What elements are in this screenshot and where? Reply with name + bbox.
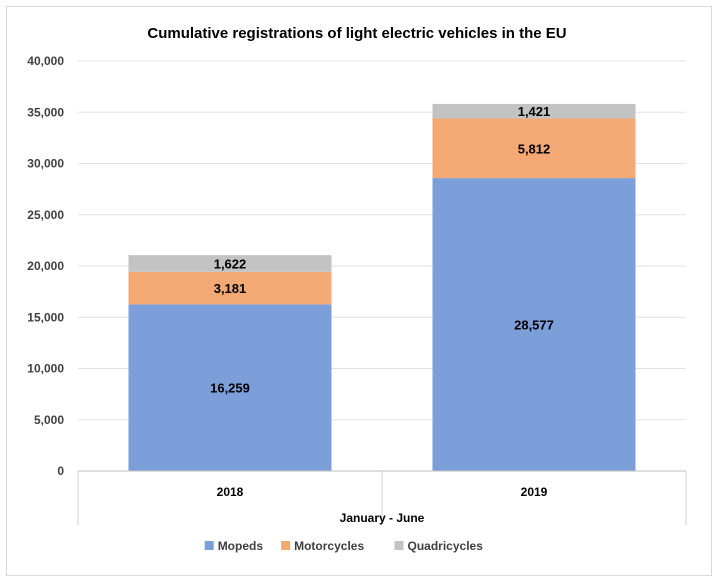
bar-segment-quadricycles	[128, 255, 332, 272]
bar-segment-motorcycles	[128, 271, 332, 305]
bar-segment-quadricycles	[432, 103, 636, 119]
y-tick-label: 35,000	[27, 105, 64, 119]
data-labels: 16,259 3,181 1,622 28,577 5,812 1,421	[210, 104, 554, 395]
y-tick-label: 10,000	[27, 362, 64, 376]
data-label: 1,421	[518, 104, 551, 119]
data-label: 5,812	[518, 141, 551, 156]
legend: Mopeds Motorcycles Quadricycles	[204, 539, 484, 553]
bar-segment-motorcycles	[432, 118, 636, 179]
bars	[128, 103, 636, 471]
data-label: 28,577	[514, 318, 554, 333]
legend-label: Quadricycles	[408, 539, 484, 553]
chart-title: Cumulative registrations of light electr…	[147, 25, 566, 42]
legend-swatch	[281, 541, 291, 550]
legend-label: Motorcycles	[294, 539, 364, 553]
data-label: 3,181	[214, 281, 247, 296]
data-label: 16,259	[210, 381, 250, 396]
x-tick-label: 2018	[217, 485, 244, 499]
legend-label: Mopeds	[218, 539, 264, 553]
x-tick-label: 2019	[521, 485, 548, 499]
y-tick-label: 0	[57, 464, 64, 478]
bar-segment-mopeds	[128, 304, 332, 471]
y-tick-label: 20,000	[27, 259, 64, 273]
x-axis-label: January - June	[340, 511, 425, 525]
y-tick-label: 40,000	[27, 54, 64, 68]
data-label: 1,622	[214, 256, 247, 271]
y-tick-label: 15,000	[27, 310, 64, 324]
legend-swatch	[394, 541, 404, 550]
legend-swatch	[204, 541, 214, 550]
y-tick-label: 5,000	[34, 413, 64, 427]
y-tick-label: 30,000	[27, 157, 64, 171]
bar-segment-mopeds	[432, 178, 636, 471]
y-tick-label: 25,000	[27, 208, 64, 222]
x-axis: 2018 2019	[77, 470, 687, 525]
y-axis-ticks: 0 5,000 10,000 15,000 20,000 25,000 30,000 35,0…	[27, 54, 64, 478]
